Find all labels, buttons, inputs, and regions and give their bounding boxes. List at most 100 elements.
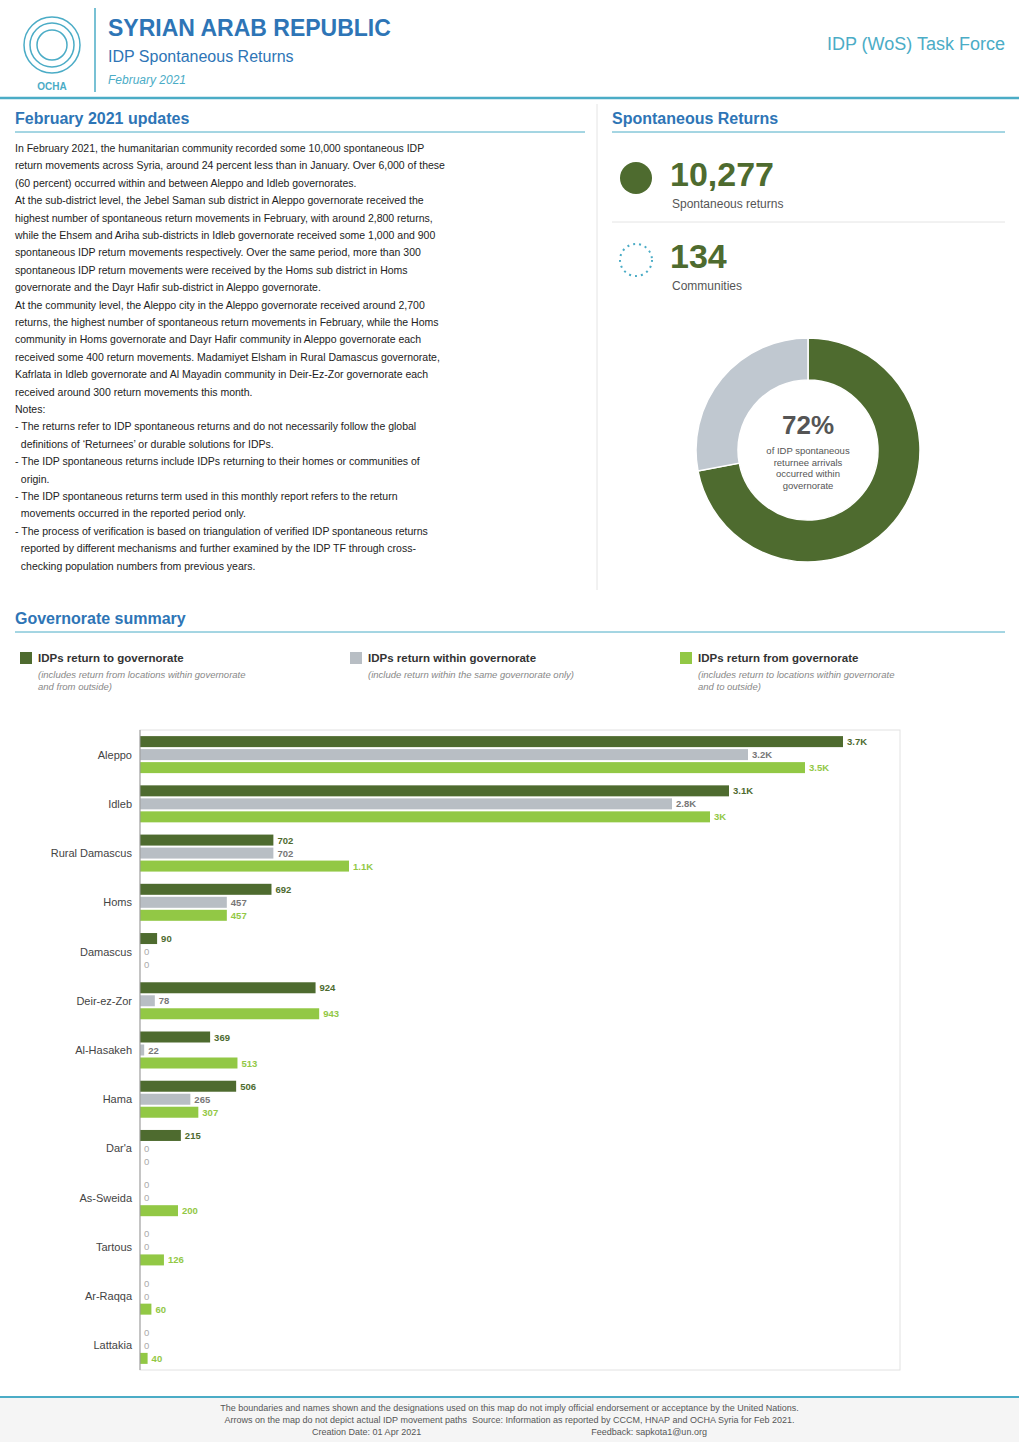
legend-note: (includes return to locations within gov… xyxy=(698,669,894,692)
data-label: 78 xyxy=(159,995,170,1006)
donut-chart: 72%of IDP spontaneousreturnee arrivalsoc… xyxy=(696,338,920,562)
stat-caption: Communities xyxy=(672,279,742,293)
bar xyxy=(140,848,273,859)
footer-background xyxy=(0,1396,1019,1442)
bar xyxy=(140,1032,210,1043)
data-label: 265 xyxy=(194,1094,211,1105)
data-label: 1.1K xyxy=(353,861,373,872)
body-line: return movements across Syria, around 24… xyxy=(15,159,445,171)
bar xyxy=(140,1008,319,1019)
bar xyxy=(140,798,672,809)
data-label: 0 xyxy=(144,1340,149,1351)
body-line: spontaneous IDP return movements respect… xyxy=(15,246,421,258)
data-label: 200 xyxy=(182,1205,198,1216)
plot-frame xyxy=(140,730,900,1370)
footer-line: Arrows on the map do not depict actual I… xyxy=(225,1415,795,1425)
data-labels: 3.7K3.2K3.5K3.1K2.8K3K7027021.1K69245745… xyxy=(144,736,867,1364)
date: February 2021 xyxy=(108,73,186,87)
bar xyxy=(140,1254,164,1265)
header-rule xyxy=(0,97,1019,100)
text-line: returnee arrivals xyxy=(774,457,843,468)
text-line: governorate xyxy=(783,480,834,491)
category-label: Damascus xyxy=(80,946,132,958)
legend-note: (includes return from locations within g… xyxy=(38,669,246,692)
data-label: 60 xyxy=(155,1304,166,1315)
bar xyxy=(140,785,729,796)
bars xyxy=(140,736,843,1364)
stat-caption: Spontaneous returns xyxy=(672,197,783,211)
body-line: reported by different mechanisms and fur… xyxy=(15,542,416,554)
logo-ring xyxy=(37,30,67,60)
data-label: 0 xyxy=(144,959,149,970)
data-label: 0 xyxy=(144,1278,149,1289)
data-label: 3.7K xyxy=(847,736,867,747)
title: SYRIAN ARAB REPUBLIC xyxy=(108,15,391,41)
text-line: of IDP spontaneous xyxy=(766,445,850,456)
data-label: 0 xyxy=(144,1228,149,1239)
legend-entry: IDPs return from governorate xyxy=(698,652,858,664)
category-label: Hama xyxy=(103,1093,133,1105)
bar xyxy=(140,910,227,921)
body-line: received around 300 return movements thi… xyxy=(15,386,253,398)
section-rule xyxy=(15,132,585,133)
background xyxy=(0,0,1019,1442)
bar xyxy=(140,1094,190,1105)
bar xyxy=(140,736,843,747)
category-axis: AleppoIdlebRural DamascusHomsDamascusDei… xyxy=(51,749,133,1352)
body-line: received some 400 return movements. Mada… xyxy=(15,351,440,363)
bar xyxy=(140,995,155,1006)
data-label: 0 xyxy=(144,1327,149,1338)
body-line: Kafrlata in Idleb governorate and Al May… xyxy=(15,368,428,380)
data-label: 3.5K xyxy=(809,762,829,773)
legend: IDPs return to governorate(includes retu… xyxy=(20,652,894,692)
data-label: 3K xyxy=(714,811,726,822)
body-line: origin. xyxy=(15,473,49,485)
data-label: 0 xyxy=(144,1156,149,1167)
data-label: 3.1K xyxy=(733,785,753,796)
data-label: 0 xyxy=(144,1143,149,1154)
bar xyxy=(140,811,710,822)
bar xyxy=(140,861,349,872)
stat-separator xyxy=(612,222,1005,223)
body-line: while the Ehsem and Ariha sub-districts … xyxy=(14,229,435,241)
bar xyxy=(140,1304,151,1315)
bar xyxy=(140,1045,144,1056)
bar xyxy=(140,1107,198,1118)
data-label: 0 xyxy=(144,946,149,957)
text-line: and to outside) xyxy=(698,681,761,692)
data-label: 943 xyxy=(323,1008,339,1019)
body-line: Notes: xyxy=(15,403,45,415)
data-label: 0 xyxy=(144,1179,149,1190)
bar xyxy=(140,1081,236,1092)
text-line: occurred within xyxy=(776,468,840,479)
logo-ring xyxy=(24,17,80,73)
data-label: 692 xyxy=(275,884,291,895)
footer-line: The boundaries and names shown and the d… xyxy=(220,1403,799,1413)
footer: The boundaries and names shown and the d… xyxy=(0,1396,1019,1442)
footer-line: Creation Date: 01 Apr 2021 Feedback: sap… xyxy=(312,1427,707,1437)
data-label: 702 xyxy=(277,835,293,846)
data-label: 90 xyxy=(161,933,172,944)
body-line: - The process of verification is based o… xyxy=(15,525,428,537)
bar xyxy=(140,1353,148,1364)
header-right-label: IDP (WoS) Task Force xyxy=(827,34,1005,54)
data-label: 40 xyxy=(152,1353,163,1364)
data-label: 0 xyxy=(144,1291,149,1302)
legend-swatch xyxy=(680,652,692,664)
body-line: returns, the highest number of spontaneo… xyxy=(15,316,439,328)
category-label: Idleb xyxy=(108,798,132,810)
data-label: 3.2K xyxy=(752,749,772,760)
legend-swatch xyxy=(350,652,362,664)
donut-caption: of IDP spontaneousreturnee arrivalsoccur… xyxy=(766,445,850,491)
body-line: In February 2021, the humanitarian commu… xyxy=(15,142,424,154)
category-label: Ar-Raqqa xyxy=(85,1290,133,1302)
body-line: community in Homs governorate and Dayr H… xyxy=(15,333,421,345)
category-label: As-Sweida xyxy=(79,1192,132,1204)
category-label: Lattakia xyxy=(93,1339,132,1351)
bar-chart: Governorate summaryIDPs return to govern… xyxy=(15,610,1005,1370)
stat-icon xyxy=(620,162,652,194)
bar xyxy=(140,1205,178,1216)
bar xyxy=(140,897,227,908)
body-line: movements occurred in the reported perio… xyxy=(15,507,246,519)
text-line: (includes return from locations within g… xyxy=(38,669,246,680)
